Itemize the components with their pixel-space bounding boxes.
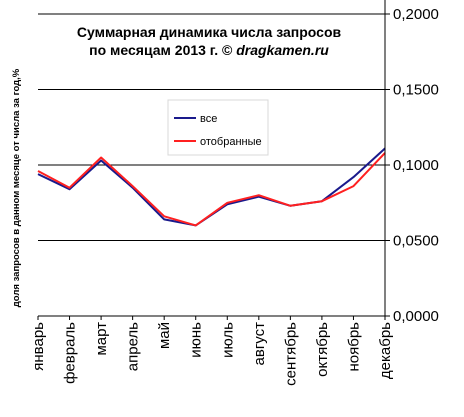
legend: все отобранные <box>167 99 269 156</box>
x-tick-label: июль <box>219 322 236 358</box>
y-tick-label: 0,0000 <box>393 308 439 325</box>
series-line-selected <box>37 152 386 227</box>
axes <box>37 0 386 320</box>
y-tick-label: 0,1500 <box>393 82 439 99</box>
chart-title-line1: Суммарная динамика числа запросов <box>77 24 342 40</box>
x-tick-labels: январь февраль март апрель май июнь июль август… <box>30 322 394 386</box>
x-tick-label: январь <box>30 322 47 371</box>
x-tick-label: сентябрь <box>282 322 299 386</box>
legend-label-all: все <box>200 113 217 125</box>
y-tick-label: 0,0500 <box>393 233 439 250</box>
x-tick-label: август <box>251 322 268 366</box>
series-lines <box>37 147 386 227</box>
x-tick-label: ноябрь <box>345 322 362 372</box>
x-tick-label: февраль <box>62 322 79 384</box>
chart-title-line2-prefix: по месяцам 2013 г. © <box>89 42 233 58</box>
legend-box <box>167 99 269 156</box>
x-tick-label: май <box>156 322 173 349</box>
x-tick-label: декабрь <box>377 322 394 379</box>
y-tick-label: 0,2000 <box>393 6 439 23</box>
chart-title-site: dragkamen.ru <box>236 42 329 58</box>
gridlines <box>38 13 390 317</box>
y-axis-label: доля запросов в данном месяце от числа з… <box>11 68 22 307</box>
x-tick-label: апрель <box>125 322 142 371</box>
y-tick-labels: 0,0000 0,0500 0,1000 0,1500 0,2000 <box>393 6 439 325</box>
x-tick-label: октябрь <box>314 322 331 377</box>
chart-title-line2: по месяцам 2013 г. © dragkamen.ru <box>89 42 329 58</box>
y-tick-label: 0,1000 <box>393 157 439 174</box>
x-tick-label: июнь <box>188 322 205 358</box>
legend-label-selected: отобранные <box>200 136 262 148</box>
x-tick-label: март <box>93 322 110 356</box>
